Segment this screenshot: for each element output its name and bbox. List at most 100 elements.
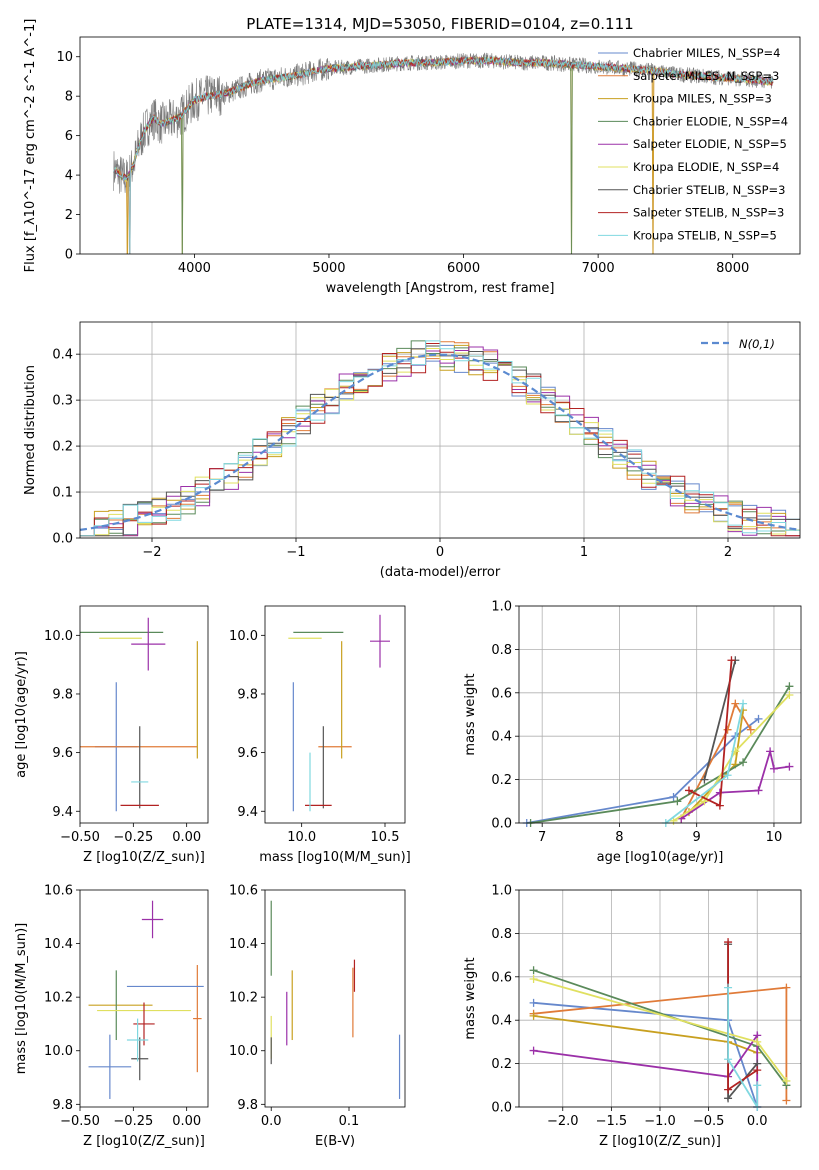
mass_vs_Z-ylabel: mass [log10(M/M_sun)] [14, 923, 29, 1075]
weight_vs_Z-series-6 [727, 944, 758, 1101]
weight_vs_age-series-1 [680, 701, 752, 820]
weight_vs_age-xtick-label: 7 [538, 830, 546, 845]
residuals-ytick-label: 0.4 [52, 348, 73, 363]
spectrum-ytick-label: 6 [65, 129, 73, 144]
spectrum-xtick-label: 4000 [178, 261, 211, 276]
mass_vs_Z-ytick-label: 10.6 [44, 884, 73, 899]
age_vs_Z-ytick-label: 9.8 [52, 687, 73, 702]
mass_vs_ebv-ytick-label: 10.0 [229, 1044, 258, 1059]
weight_vs_age-marker-3-1 [673, 797, 682, 806]
weight_vs_age-marker-7-0 [684, 786, 693, 795]
weight_vs_age-plot-area [522, 656, 794, 827]
weight_vs_age-marker-4-2 [754, 786, 763, 795]
weight_vs_Z-ytick-label: 0.0 [491, 1101, 512, 1116]
age_vs_Z-ylabel: age [log10(age/yr)] [14, 651, 29, 778]
age_vs_Z-plot-area [80, 617, 198, 812]
weight_vs_Z-marker-8-3 [753, 1081, 762, 1090]
mass_vs_ebv-xtick-label: 0.1 [339, 1114, 360, 1129]
residuals-xtick-label: −2 [142, 545, 161, 560]
mass_vs_ebv-ytick-label: 10.4 [229, 937, 258, 952]
weight_vs_age-ylabel: mass weight [463, 673, 478, 755]
weight_vs_Z-marker-5-2 [782, 1076, 791, 1085]
weight_vs_age-marker-0-3 [754, 714, 763, 723]
weight_vs_age-xtick-label: 10 [766, 830, 783, 845]
age_vs_Z-ytick-label: 10.0 [44, 629, 73, 644]
spectrum-legend-label-6: Chabrier STELIB, N_SSP=3 [633, 183, 785, 197]
mass_vs_ebv-ytick-label: 10.6 [229, 884, 258, 899]
weight_vs_Z-xtick-label: 0.0 [747, 1114, 768, 1129]
weight_vs_age-marker-5-3 [785, 690, 794, 699]
weight_vs_age-ytick-label: 0.6 [491, 686, 512, 701]
weight_vs_Z-ylabel: mass weight [463, 957, 478, 1039]
residuals-legend-label: N(0,1) [739, 337, 775, 351]
weight_vs_Z-ytick-label: 0.4 [491, 1014, 512, 1029]
spectrum-ytick-label: 2 [65, 208, 73, 223]
spectrum-xtick-label: 7000 [582, 261, 615, 276]
mass_vs_Z-xlabel: Z [log10(Z/Z_sun)] [83, 1134, 205, 1149]
weight_vs_Z-xtick-label: −1.5 [596, 1114, 628, 1129]
weight_vs_age-marker-0-1 [669, 792, 678, 801]
residuals-gauss-curve [80, 353, 800, 531]
mass_vs_Z-xtick-label: 0.00 [172, 1114, 201, 1129]
mass_vs_ebv-ytick-label: 9.8 [237, 1098, 258, 1113]
weight_vs_Z-marker-7-0 [724, 938, 733, 947]
spectrum-ytick-label: 10 [56, 50, 73, 65]
weight_vs_Z-ytick-label: 1.0 [491, 884, 512, 899]
age_vs_Z-ytick-label: 9.4 [52, 805, 73, 820]
weight_vs_Z-xtick-label: −0.5 [693, 1114, 725, 1129]
weight_vs_age-ytick-label: 0.8 [491, 643, 512, 658]
spectrum-model-line-7 [113, 56, 773, 254]
residuals-xtick-label: 0 [436, 545, 444, 560]
weight_vs_Z-marker-1-1 [782, 983, 791, 992]
weight_vs_age-marker-1-2 [731, 699, 740, 708]
age_vs_Z-ytick-label: 9.6 [52, 746, 73, 761]
spectrum-legend-label-1: Salpeter MILES, N_SSP=3 [633, 69, 779, 83]
mass_vs_Z-plot-area [88, 900, 204, 1099]
weight_vs_Z-ytick-label: 0.2 [491, 1057, 512, 1072]
mass_vs_ebv-plot-area [270, 900, 401, 1099]
weight_vs_age-series-3 [530, 685, 791, 824]
mass_vs_ebv-frame [264, 889, 406, 1108]
spectrum-ytick-label: 8 [65, 90, 73, 105]
age_vs_Z-xtick-label: −0.25 [113, 830, 153, 845]
mass_vs_Z-frame [79, 889, 209, 1108]
spectrum-xtick-label: 6000 [447, 261, 480, 276]
weight_vs_age-marker-3-2 [739, 758, 748, 767]
mass_vs_ebv-xlabel: E(B-V) [315, 1134, 355, 1149]
residuals-ytick-label: 0.2 [52, 440, 73, 455]
spectrum-legend-label-7: Salpeter STELIB, N_SSP=3 [633, 206, 784, 220]
residuals-frame [79, 321, 801, 539]
weight_vs_age-series-7 [688, 660, 733, 807]
residuals-xtick-label: 1 [580, 545, 588, 560]
weight_vs_age-marker-4-4 [769, 764, 778, 773]
weight_vs_age-ytick-label: 0.2 [491, 773, 512, 788]
weight_vs_Z-marker-8-1 [724, 1055, 733, 1064]
weight_vs_age-marker-3-3 [785, 682, 794, 691]
weight_vs_Z-marker-4-0 [529, 1046, 538, 1055]
weight_vs_age-xtick-label: 9 [693, 830, 701, 845]
weight_vs_Z-ytick-label: 0.6 [491, 970, 512, 985]
residuals-xtick-label: −1 [286, 545, 305, 560]
weight_vs_Z-xlabel: Z [log10(Z/Z_sun)] [599, 1134, 721, 1149]
residuals-ytick-label: 0.0 [52, 532, 73, 547]
mass_vs_Z-ytick-label: 10.2 [44, 991, 73, 1006]
weight_vs_Z-marker-7-1 [724, 1085, 733, 1094]
weight_vs_age-xtick-label: 8 [615, 830, 623, 845]
mass_vs_ebv-ytick-label: 10.2 [229, 991, 258, 1006]
spectrum-legend-label-4: Salpeter ELODIE, N_SSP=5 [633, 137, 787, 151]
spectrum-ytick-label: 4 [65, 169, 73, 184]
weight_vs_Z-ytick-label: 0.8 [491, 927, 512, 942]
weight_vs_age-marker-1-3 [746, 725, 755, 734]
weight_vs_Z-marker-2-0 [529, 1011, 538, 1020]
weight_vs_age-marker-6-0 [700, 775, 709, 784]
age_vs_mass-ytick-label: 9.4 [237, 805, 258, 820]
age_vs_mass-ytick-label: 9.8 [237, 687, 258, 702]
weight_vs_age-series-5 [673, 694, 791, 822]
weight_vs_Z-xtick-label: −2.0 [547, 1114, 579, 1129]
weight_vs_Z-plot-area [529, 938, 791, 1111]
spectrum-frame [79, 36, 801, 255]
weight_vs_age-marker-7-2 [727, 656, 736, 665]
spectrum-plot-area [113, 52, 774, 254]
mass_vs_Z-ytick-label: 10.4 [44, 937, 73, 952]
